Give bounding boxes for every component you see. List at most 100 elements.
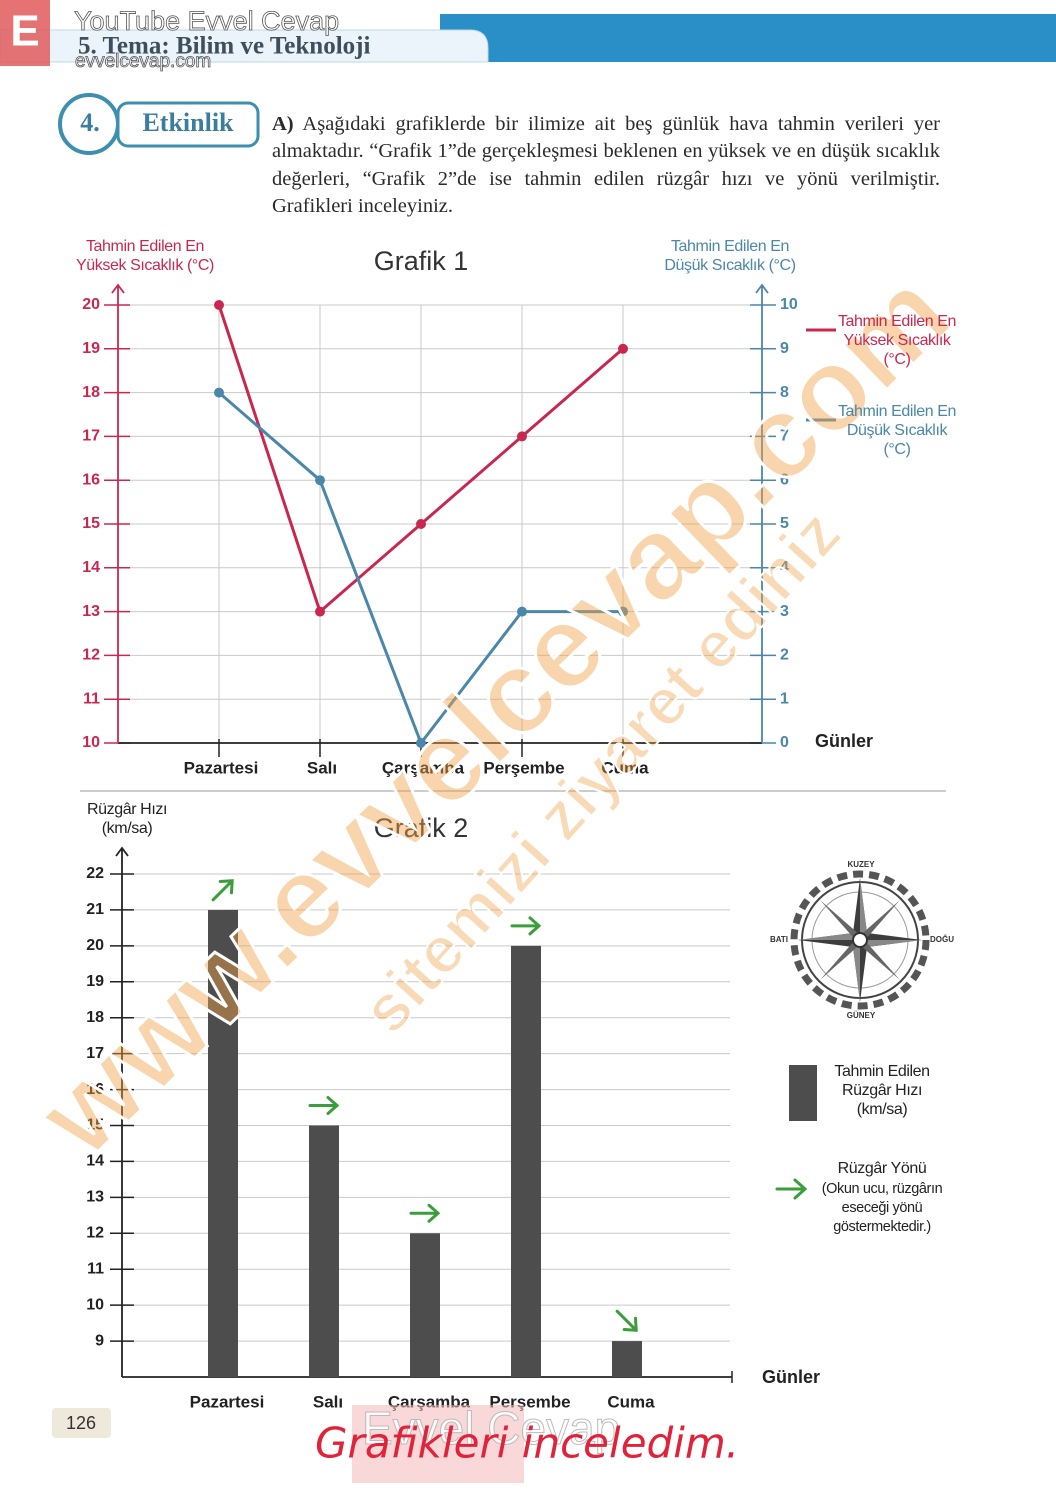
y2-tick-label: 5 xyxy=(780,515,789,532)
legend-note: (Okun ucu, rüzgârın eseceği yönü gösterm… xyxy=(821,1181,943,1235)
y-axis-label: Rüzgâr Hızı (km/sa) xyxy=(86,801,168,837)
wind-arrow-group xyxy=(409,1203,441,1223)
x-tick-label: Cuma xyxy=(601,758,649,777)
bar xyxy=(612,1341,642,1377)
legend-swatch xyxy=(789,1065,817,1121)
y2-tick-label: 2 xyxy=(780,647,789,664)
header-tab xyxy=(0,29,489,63)
y-tick-label: 14 xyxy=(86,1153,104,1170)
activity-text: A) Aşağıdaki grafiklerde bir ilimize ait… xyxy=(272,111,940,221)
wind-arrow-group xyxy=(510,916,542,936)
series-point xyxy=(214,300,224,310)
y-tick-label: 10 xyxy=(82,734,100,751)
x-tick-label: Perşembe xyxy=(483,758,564,777)
y-tick-label: 21 xyxy=(86,901,104,918)
series-point xyxy=(315,475,325,486)
answer: Grafikleri inceledim. xyxy=(315,1419,739,1468)
y-tick-label: 22 xyxy=(86,865,104,882)
wind-arrow xyxy=(409,1203,441,1223)
legend-label: Tahmin Edilen Rüzgâr Hızı (km/sa) xyxy=(834,1063,930,1118)
y-tick-label: 19 xyxy=(82,340,100,357)
y-tick-label: 11 xyxy=(87,1260,104,1277)
wind-arrow-group xyxy=(615,1309,638,1332)
wind-arrow xyxy=(615,1309,638,1332)
site-name: evvelcevap.com xyxy=(75,51,211,72)
activity-label: Etkinlik xyxy=(142,108,234,137)
footer-watermark-box xyxy=(352,1405,524,1483)
wind-arrow xyxy=(510,916,542,936)
watermark-site: www.evvelcevap.com xyxy=(12,246,974,1182)
y-tick-label: 13 xyxy=(86,1189,104,1206)
theme-title: 5. Tema: Bilim ve Teknoloji xyxy=(78,33,370,60)
y2-tick-label: 4 xyxy=(780,559,789,576)
y2-tick-label: 0 xyxy=(780,734,789,751)
y2-tick-label: 1 xyxy=(780,690,789,707)
page-number-box xyxy=(52,1408,111,1438)
y2-tick-label: 3 xyxy=(780,603,789,620)
y-tick-label: 12 xyxy=(86,1225,104,1242)
activity-box xyxy=(116,101,260,148)
wind-arrow-group xyxy=(308,1096,340,1115)
legend-label: Tahmin Edilen En Düşük Sıcaklık (°C) xyxy=(837,403,957,458)
y2-axis xyxy=(755,283,769,743)
legend-label: Rüzgâr Yönü xyxy=(837,1160,927,1177)
wind-arrow xyxy=(211,879,234,902)
wind-arrow-group xyxy=(211,879,234,902)
compass-label: BATI xyxy=(770,935,788,944)
x-tick-label: Salı xyxy=(313,1392,343,1411)
y-tick-label: 15 xyxy=(86,1117,104,1134)
bar xyxy=(208,909,238,1377)
x-tick-label: Pazartesi xyxy=(184,758,259,777)
bar xyxy=(309,1125,339,1377)
header-band xyxy=(440,14,1056,62)
y-tick-label: 19 xyxy=(86,973,104,990)
page-number: 126 xyxy=(66,1413,96,1433)
y-tick-label: 20 xyxy=(82,296,100,313)
y-tick-label: 15 xyxy=(82,515,100,532)
activity-number: 4. xyxy=(80,108,100,137)
x-tick-label: Pazartesi xyxy=(190,1392,265,1411)
compass-label: DOĞU xyxy=(930,935,954,944)
activity-body: Aşağıdaki grafiklerde bir ilimize ait be… xyxy=(272,113,940,218)
series-point xyxy=(315,606,325,617)
compass xyxy=(790,870,930,1010)
y-tick-label: 9 xyxy=(95,1332,104,1349)
y2-tick-label: 10 xyxy=(780,296,798,313)
bar xyxy=(511,945,541,1377)
y-tick-label: 16 xyxy=(82,471,100,488)
y-axis xyxy=(111,283,125,743)
y-tick-label: 17 xyxy=(82,428,100,445)
x-tick-label: Cuma xyxy=(607,1392,655,1411)
series-point xyxy=(517,606,527,617)
legend-label: Tahmin Edilen En Yüksek Sıcaklık (°C) xyxy=(837,313,957,368)
logo-letter: E xyxy=(10,7,39,56)
y-tick-label: 17 xyxy=(86,1045,104,1062)
footer-watermark: Evvel Cevap xyxy=(362,1402,620,1454)
y2-tick-label: 8 xyxy=(780,384,789,401)
y-tick-label: 20 xyxy=(86,937,104,954)
y-axis-label: Tahmin Edilen En Yüksek Sıcaklık (°C) xyxy=(76,238,214,274)
series-point xyxy=(416,738,426,748)
chart-title: Grafik 1 xyxy=(374,246,469,276)
y-axis xyxy=(115,846,129,1377)
y-tick-label: 11 xyxy=(83,690,100,707)
y-tick-label: 12 xyxy=(82,647,100,664)
series-point xyxy=(416,519,426,529)
y-tick-label: 18 xyxy=(82,384,100,401)
legend-wind-arrow xyxy=(775,1178,808,1200)
series-point xyxy=(618,606,628,617)
series-point xyxy=(214,387,224,398)
x-axis-label: Günler xyxy=(762,1367,820,1387)
series-point xyxy=(517,431,527,442)
wind-arrow xyxy=(308,1096,340,1115)
y-tick-label: 14 xyxy=(82,559,100,576)
compass-label: GÜNEY xyxy=(847,1011,876,1020)
bar xyxy=(410,1233,440,1377)
chart-title: Grafik 2 xyxy=(374,813,469,843)
y2-axis-label: Tahmin Edilen En Düşük Sıcaklık (°C) xyxy=(664,238,796,274)
y2-tick-label: 6 xyxy=(780,471,789,488)
y-tick-label: 13 xyxy=(82,603,100,620)
y2-tick-label: 7 xyxy=(780,428,789,445)
